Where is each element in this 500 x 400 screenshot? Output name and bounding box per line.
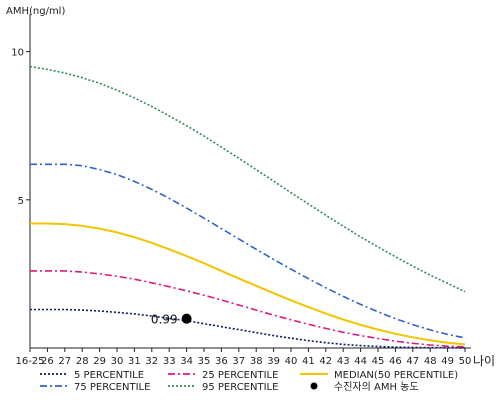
- x-tick-label: 40: [285, 356, 298, 367]
- x-tick-label: 41: [302, 356, 315, 367]
- x-tick-label: 43: [337, 356, 350, 367]
- series-line-95-percentile: [29, 65, 466, 293]
- x-tick-label: 34: [180, 356, 193, 367]
- x-tick-label: 33: [163, 356, 176, 367]
- x-tick-label: 49: [441, 356, 454, 367]
- x-tick-label: 37: [232, 356, 245, 367]
- series-line-75-percentile: [30, 163, 466, 339]
- x-tick-label: 38: [250, 356, 263, 367]
- x-tick-label: 31: [128, 356, 141, 367]
- x-tick-label: 32: [145, 356, 158, 367]
- x-tick-label: 42: [319, 356, 332, 367]
- x-tick-label: 27: [58, 356, 71, 367]
- legend-item-1-label: 5 PERCENTILE: [74, 370, 144, 381]
- series-line-5-percentile: [30, 308, 466, 349]
- legend-item-4-label: 75 PERCENTILE: [74, 382, 150, 393]
- x-tick-label: 16-25: [15, 356, 44, 367]
- x-tick-label: 44: [354, 356, 367, 367]
- x-tick-label: 39: [267, 356, 280, 367]
- y-axis-title: AMH(ng/ml): [6, 6, 65, 17]
- legend-item-3-label: MEDIAN(50 PERCENTILE): [334, 370, 458, 381]
- x-tick-label: 48: [424, 356, 437, 367]
- legend-item-2-label: 25 PERCENTILE: [202, 370, 278, 381]
- legend: 5 PERCENTILE 25 PERCENTILE MEDIAN(50 PERCE…: [40, 370, 458, 393]
- x-tick-label: 46: [389, 356, 402, 367]
- x-tick-label: 36: [215, 356, 228, 367]
- x-tick-label: 47: [406, 356, 419, 367]
- series-line-median-50-percentile-: [30, 222, 466, 346]
- patient-amh-label: 0.99: [151, 313, 178, 327]
- x-axis-title: 나이: [473, 354, 495, 368]
- series-line-25-percentile: [30, 270, 466, 348]
- x-tick-label: 45: [372, 356, 385, 367]
- x-tick-label: 30: [111, 356, 124, 367]
- y-tick-label: 5: [18, 196, 24, 207]
- x-tick-label: 29: [93, 356, 106, 367]
- legend-item-6-marker: [310, 382, 318, 390]
- legend-item-5-label: 95 PERCENTILE: [202, 382, 278, 393]
- patient-amh-point: [181, 313, 192, 324]
- legend-item-6-label: 수진자의 AMH 농도: [334, 381, 419, 393]
- x-tick-label: 50: [459, 356, 472, 367]
- x-tick-label: 28: [76, 356, 89, 367]
- y-tick-label: 10: [11, 48, 24, 59]
- x-tick-label: 35: [198, 356, 211, 367]
- x-tick-label: 26: [41, 356, 54, 367]
